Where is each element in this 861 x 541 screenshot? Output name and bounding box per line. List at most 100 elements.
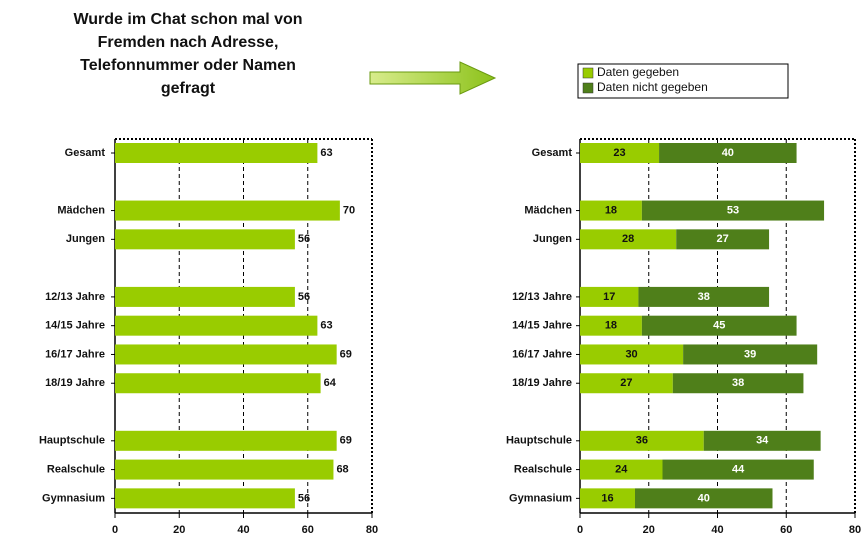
- x-tick-label: 60: [780, 524, 792, 536]
- bar-segment: [635, 488, 773, 509]
- bar-segment: [641, 200, 825, 221]
- value-label: 63: [320, 147, 332, 159]
- value-label: 40: [722, 147, 734, 159]
- bar-segment: [580, 200, 642, 221]
- bar-segment: [676, 229, 770, 250]
- x-tick-label: 20: [173, 524, 185, 536]
- bar: [115, 459, 334, 480]
- y-tick-label: Gesamt: [65, 147, 106, 159]
- value-label: 64: [324, 377, 337, 389]
- y-tick-label: 16/17 Jahre: [45, 348, 105, 360]
- bar: [115, 315, 318, 336]
- y-tick-label: 14/15 Jahre: [512, 320, 572, 332]
- bar-segment: [683, 344, 818, 365]
- y-tick-label: Realschule: [47, 463, 105, 475]
- y-tick-label: Gymnasium: [509, 492, 572, 504]
- y-tick-label: Realschule: [514, 463, 572, 475]
- bar-segment: [580, 373, 673, 394]
- title-line: Fremden nach Adresse,: [98, 34, 279, 51]
- bar-segment: [672, 373, 804, 394]
- bar-segment: [659, 143, 797, 163]
- value-label: 28: [622, 233, 634, 245]
- y-tick-label: 16/17 Jahre: [512, 348, 572, 360]
- bar-segment: [703, 430, 821, 451]
- y-tick-label: Gymnasium: [42, 492, 105, 504]
- bar: [115, 229, 295, 250]
- y-tick-label: Gesamt: [532, 147, 573, 159]
- arrow: [369, 61, 497, 95]
- y-tick-label: Mädchen: [57, 204, 105, 216]
- value-label: 44: [732, 463, 745, 475]
- value-label: 23: [613, 147, 625, 159]
- bar: [115, 430, 337, 451]
- y-tick-label: 18/19 Jahre: [512, 377, 572, 389]
- bar-segment: [580, 459, 663, 480]
- value-label: 27: [717, 233, 729, 245]
- legend-label: Daten gegeben: [597, 65, 679, 79]
- title-line: gefragt: [161, 80, 216, 97]
- y-tick-label: 18/19 Jahre: [45, 377, 105, 389]
- value-label: 45: [713, 320, 725, 332]
- x-tick-label: 0: [577, 524, 583, 536]
- bar-segment: [580, 286, 639, 307]
- value-label: 17: [603, 291, 615, 303]
- value-label: 18: [605, 320, 617, 332]
- value-label: 38: [698, 291, 710, 303]
- value-label: 69: [340, 348, 352, 360]
- x-tick-label: 80: [366, 524, 378, 536]
- bar-segment: [580, 143, 660, 163]
- bar-segment: [662, 459, 814, 480]
- y-tick-label: 12/13 Jahre: [512, 291, 572, 303]
- bar-segment: [580, 229, 677, 250]
- bar: [115, 373, 321, 394]
- value-label: 53: [727, 204, 739, 216]
- title-line: Wurde im Chat schon mal von: [73, 11, 302, 28]
- bar: [115, 488, 295, 509]
- y-tick-label: Jungen: [66, 233, 105, 245]
- y-tick-label: Hauptschule: [39, 435, 105, 447]
- bar-segment: [638, 286, 770, 307]
- value-label: 34: [756, 435, 769, 447]
- legend-box: [577, 63, 789, 99]
- title-line: Telefonnummer oder Namen: [80, 57, 296, 74]
- bar: [115, 143, 318, 163]
- bar-segment: [580, 430, 704, 451]
- value-label: 36: [636, 435, 648, 447]
- value-label: 63: [320, 320, 332, 332]
- value-label: 70: [343, 204, 355, 216]
- y-tick-label: Hauptschule: [506, 435, 572, 447]
- bar-segment: [580, 344, 684, 365]
- value-label: 56: [298, 291, 310, 303]
- value-label: 40: [698, 492, 710, 504]
- value-label: 56: [298, 233, 310, 245]
- legend-label: Daten nicht gegeben: [597, 80, 708, 94]
- bar: [115, 344, 337, 365]
- bar: [115, 200, 340, 221]
- x-tick-label: 80: [849, 524, 861, 536]
- x-tick-label: 20: [643, 524, 655, 536]
- y-tick-label: Mädchen: [524, 204, 572, 216]
- value-label: 24: [615, 463, 628, 475]
- title: Wurde im Chat schon mal von Fremden nach…: [73, 11, 302, 97]
- value-label: 27: [620, 377, 632, 389]
- x-tick-label: 40: [711, 524, 723, 536]
- x-tick-label: 60: [302, 524, 314, 536]
- y-tick-label: Jungen: [533, 233, 572, 245]
- bar-segment: [641, 315, 797, 336]
- x-tick-label: 40: [237, 524, 249, 536]
- value-label: 68: [336, 463, 348, 475]
- value-label: 39: [744, 348, 756, 360]
- value-label: 69: [340, 435, 352, 447]
- legend-swatch: [582, 67, 594, 79]
- bar-segment: [580, 488, 635, 509]
- y-tick-label: 12/13 Jahre: [45, 291, 105, 303]
- y-tick-label: 14/15 Jahre: [45, 320, 105, 332]
- legend-swatch: [582, 82, 594, 94]
- bar-segment: [580, 315, 642, 336]
- bar: [115, 286, 295, 307]
- value-label: 38: [732, 377, 744, 389]
- value-label: 16: [601, 492, 613, 504]
- value-label: 18: [605, 204, 617, 216]
- value-label: 56: [298, 492, 310, 504]
